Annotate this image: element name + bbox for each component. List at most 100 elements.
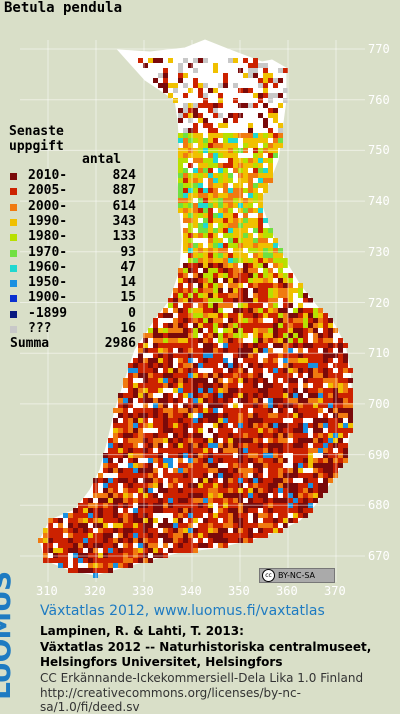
occurrence-cell xyxy=(243,343,248,348)
occurrence-cell xyxy=(193,368,198,373)
occurrence-cell xyxy=(183,533,188,538)
occurrence-cell xyxy=(148,533,153,538)
occurrence-cell xyxy=(98,478,103,483)
occurrence-cell xyxy=(228,233,233,238)
occurrence-cell xyxy=(128,483,133,488)
occurrence-cell xyxy=(173,288,178,293)
occurrence-cell xyxy=(268,403,273,408)
occurrence-cell xyxy=(198,103,203,108)
occurrence-cell xyxy=(273,483,278,488)
occurrence-cell xyxy=(138,468,143,473)
occurrence-cell xyxy=(268,173,273,178)
occurrence-cell xyxy=(273,508,278,513)
occurrence-cell xyxy=(268,438,273,443)
occurrence-cell xyxy=(188,88,193,93)
occurrence-cell xyxy=(233,373,238,378)
occurrence-cell xyxy=(213,408,218,413)
occurrence-cell xyxy=(53,558,58,563)
occurrence-cell xyxy=(228,278,233,283)
occurrence-cell xyxy=(43,548,48,553)
occurrence-cell xyxy=(278,313,283,318)
occurrence-cell xyxy=(148,473,153,478)
occurrence-cell xyxy=(223,458,228,463)
occurrence-cell xyxy=(178,318,183,323)
occurrence-cell xyxy=(298,358,303,363)
occurrence-cell xyxy=(168,493,173,498)
occurrence-cell xyxy=(338,433,343,438)
occurrence-cell xyxy=(288,448,293,453)
occurrence-cell xyxy=(108,543,113,548)
occurrence-cell xyxy=(133,473,138,478)
occurrence-cell xyxy=(83,533,88,538)
occurrence-cell xyxy=(193,518,198,523)
occurrence-cell xyxy=(133,388,138,393)
occurrence-cell xyxy=(128,468,133,473)
occurrence-cell xyxy=(208,138,213,143)
occurrence-cell xyxy=(293,383,298,388)
occurrence-cell xyxy=(123,428,128,433)
occurrence-cell xyxy=(113,443,118,448)
occurrence-cell xyxy=(323,423,328,428)
occurrence-cell xyxy=(118,433,123,438)
occurrence-cell xyxy=(213,528,218,533)
occurrence-cell xyxy=(223,153,228,158)
occurrence-cell xyxy=(178,368,183,373)
occurrence-cell xyxy=(208,133,213,138)
occurrence-cell xyxy=(218,218,223,223)
occurrence-cell xyxy=(103,493,108,498)
occurrence-cell xyxy=(248,363,253,368)
occurrence-cell xyxy=(308,308,313,313)
occurrence-cell xyxy=(173,353,178,358)
y-tick-label: 670 xyxy=(368,549,390,563)
occurrence-cell xyxy=(203,58,208,63)
occurrence-cell xyxy=(193,428,198,433)
occurrence-cell xyxy=(143,448,148,453)
occurrence-cell xyxy=(128,473,133,478)
occurrence-cell xyxy=(278,433,283,438)
occurrence-cell xyxy=(293,473,298,478)
occurrence-cell xyxy=(278,513,283,518)
occurrence-cell xyxy=(328,423,333,428)
y-tick-label: 730 xyxy=(368,244,390,259)
occurrence-cell xyxy=(163,408,168,413)
occurrence-cell xyxy=(268,468,273,473)
occurrence-cell xyxy=(198,203,203,208)
occurrence-cell xyxy=(218,333,223,338)
occurrence-cell xyxy=(218,313,223,318)
occurrence-cell xyxy=(173,338,178,343)
occurrence-cell xyxy=(218,308,223,313)
occurrence-cell xyxy=(253,173,258,178)
occurrence-cell xyxy=(348,423,353,428)
occurrence-cell xyxy=(193,298,198,303)
occurrence-cell xyxy=(268,393,273,398)
footer-license-url[interactable]: http://creativecommons.org/licenses/by-n… xyxy=(40,686,301,714)
occurrence-cell xyxy=(173,403,178,408)
occurrence-cell xyxy=(178,543,183,548)
occurrence-cell xyxy=(283,263,288,268)
occurrence-cell xyxy=(278,343,283,348)
occurrence-cell xyxy=(233,363,238,368)
occurrence-cell xyxy=(178,183,183,188)
occurrence-cell xyxy=(268,463,273,468)
occurrence-cell xyxy=(213,383,218,388)
occurrence-cell xyxy=(203,288,208,293)
occurrence-cell xyxy=(253,498,258,503)
x-tick-label: 340 xyxy=(180,584,202,598)
occurrence-cell xyxy=(203,398,208,403)
occurrence-cell xyxy=(178,273,183,278)
occurrence-cell xyxy=(208,288,213,293)
occurrence-cell xyxy=(103,513,108,518)
occurrence-cell xyxy=(148,438,153,443)
occurrence-cell xyxy=(123,423,128,428)
occurrence-cell xyxy=(213,88,218,93)
occurrence-cell xyxy=(118,538,123,543)
occurrence-cell xyxy=(168,523,173,528)
occurrence-cell xyxy=(243,388,248,393)
occurrence-cell xyxy=(258,163,263,168)
footer-atlas-link[interactable]: Växtatlas 2012, www.luomus.fi/vaxtatlas xyxy=(40,603,325,619)
occurrence-cell xyxy=(133,368,138,373)
occurrence-cell xyxy=(118,458,123,463)
license-badge[interactable]: cc BY-NC-SA xyxy=(259,568,335,583)
occurrence-cell xyxy=(258,378,263,383)
occurrence-cell xyxy=(268,398,273,403)
